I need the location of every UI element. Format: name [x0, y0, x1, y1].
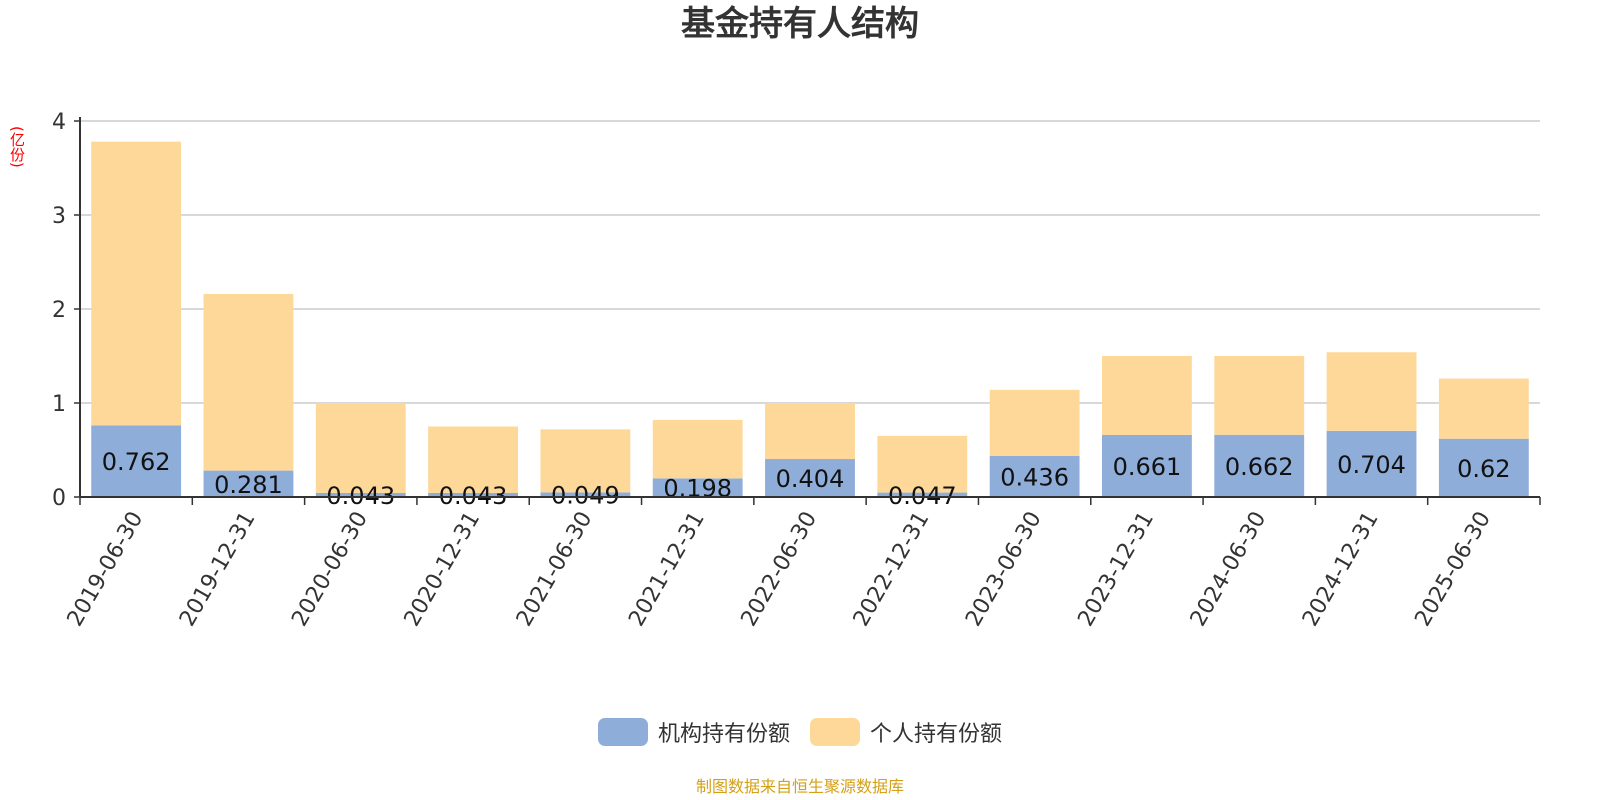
- y-tick-label: 1: [52, 392, 66, 417]
- bar-segment-institutional: [877, 492, 968, 497]
- bar-segment-institutional: [1214, 434, 1305, 497]
- legend: 机构持有份额 个人持有份额: [0, 714, 1600, 750]
- x-tick-label: 2021-12-31: [624, 508, 710, 631]
- legend-item-individual[interactable]: 个人持有份额: [810, 716, 1002, 748]
- data-label: 0.281: [214, 471, 283, 499]
- data-label: 0.436: [1000, 464, 1069, 492]
- legend-label-individual: 个人持有份额: [870, 722, 1003, 747]
- legend-swatch-individual: [810, 718, 860, 746]
- data-labels: 0.762 0.281 0.043 0.043 0.049 0.198 0.404 0.047…: [102, 448, 1511, 510]
- data-label: 0.704: [1337, 451, 1406, 479]
- bar-segment-individual: [91, 141, 182, 426]
- x-tick-label: 2021-06-30: [512, 508, 598, 631]
- bar-segment-individual: [652, 419, 743, 479]
- y-tick-label: 2: [52, 298, 66, 323]
- bar-segment-individual: [1438, 378, 1529, 439]
- data-label: 0.762: [102, 448, 171, 476]
- legend-item-institutional[interactable]: 机构持有份额: [597, 716, 790, 748]
- bar-segment-institutional: [652, 478, 743, 497]
- x-tick-label: 2023-12-31: [1073, 508, 1159, 631]
- bar-segment-individual: [877, 435, 968, 493]
- bar-segment-individual: [989, 389, 1080, 457]
- data-label: 0.62: [1457, 455, 1510, 483]
- x-tick-label: 2020-06-30: [287, 508, 373, 631]
- bar-segment-individual: [1214, 356, 1305, 435]
- y-tick-label: 4: [52, 110, 66, 135]
- bar-segment-individual: [1102, 356, 1192, 435]
- y-axis-unit-label: (亿份): [8, 126, 26, 168]
- bar-segment-institutional: [1102, 434, 1192, 497]
- bar-segment-institutional: [540, 492, 631, 497]
- bar-segment-institutional: [989, 456, 1080, 497]
- data-label: 0.043: [326, 482, 395, 510]
- data-label: 0.404: [776, 465, 845, 493]
- data-label: 0.043: [439, 482, 508, 510]
- bar-segment-institutional: [203, 470, 294, 497]
- bar-segment-institutional: [315, 492, 406, 497]
- x-tick-label: 2022-12-31: [849, 507, 935, 630]
- bar-segment-institutional: [1326, 430, 1417, 497]
- x-tick-label: 2020-12-31: [400, 507, 486, 630]
- bar-segment-individual: [315, 403, 406, 493]
- x-tick-label: 2024-12-31: [1298, 508, 1384, 631]
- source-note: 制图数据来自恒生聚源数据库: [695, 777, 904, 796]
- bar-segment-institutional: [1438, 438, 1529, 497]
- grid-lines: [80, 120, 1540, 404]
- chart-title: 基金持有人结构: [681, 4, 919, 44]
- y-tick-label: 3: [52, 204, 66, 229]
- data-label: 0.662: [1225, 453, 1294, 481]
- bar-segment-individual: [765, 403, 855, 460]
- x-tick-label: 2022-06-30: [737, 508, 823, 631]
- bar-segment-institutional: [91, 425, 182, 497]
- x-tick-label: 2023-06-30: [961, 508, 1047, 631]
- data-label: 0.049: [551, 482, 620, 510]
- x-tick-label: 2025-06-30: [1410, 508, 1496, 631]
- data-label: 0.047: [888, 482, 957, 510]
- legend-label-institutional: 机构持有份额: [657, 722, 790, 747]
- x-tick-label: 2019-12-31: [175, 508, 261, 631]
- x-tick-label: 2019-06-30: [63, 508, 149, 631]
- data-label: 0.661: [1113, 453, 1182, 481]
- bar-segment-individual: [1326, 352, 1417, 431]
- bar-segment-individual: [428, 426, 518, 493]
- y-tick-label: 0: [52, 486, 66, 511]
- bar-segment-institutional: [428, 492, 518, 497]
- bar-segment-individual: [203, 293, 294, 471]
- bar-segment-individual: [540, 429, 631, 493]
- x-tick-label: 2024-06-30: [1186, 508, 1272, 631]
- legend-swatch-institutional: [597, 718, 648, 746]
- data-label: 0.198: [663, 475, 732, 503]
- bar-segment-institutional: [765, 459, 855, 497]
- bars: [91, 141, 1529, 497]
